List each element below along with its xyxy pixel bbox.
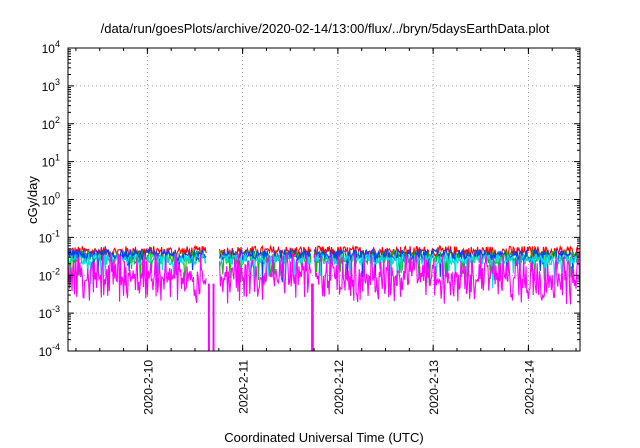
x-tick-label: 2020-2-11 [237, 360, 251, 414]
x-tick-label: 2020-2-12 [332, 360, 346, 415]
chart-title: /data/run/goesPlots/archive/2020-02-14/1… [101, 21, 550, 36]
y-tick-label: 104 [42, 39, 60, 56]
y-tick-label: 103 [42, 77, 60, 94]
series-line [67, 252, 581, 289]
y-axis-title: cGy/day [25, 176, 40, 224]
y-tick-label: 10-4 [39, 342, 60, 359]
series-line [67, 252, 581, 305]
y-tick-label: 10-2 [39, 266, 60, 283]
y-axis: 10-4 10-3 10-2 10-1 100 101 102 103 104 [39, 39, 580, 359]
y-tick-label: 10-1 [39, 228, 60, 245]
y-tick-label: 101 [42, 153, 60, 170]
x-tick-label: 2020-2-10 [141, 360, 155, 415]
x-tick-label: 2020-2-14 [522, 360, 536, 415]
plot-frame [67, 47, 581, 352]
x-axis-title: Coordinated Universal Time (UTC) [224, 430, 423, 445]
series-group [67, 244, 581, 351]
y-tick-label: 10-3 [39, 304, 60, 321]
x-axis: 2020-2-10 2020-2-11 2020-2-12 2020-2-13 2020… [75, 48, 577, 415]
y-tick-label: 100 [42, 191, 60, 208]
grid [68, 48, 580, 351]
y-tick-label: 102 [42, 115, 60, 132]
x-tick-label: 2020-2-13 [427, 360, 441, 415]
